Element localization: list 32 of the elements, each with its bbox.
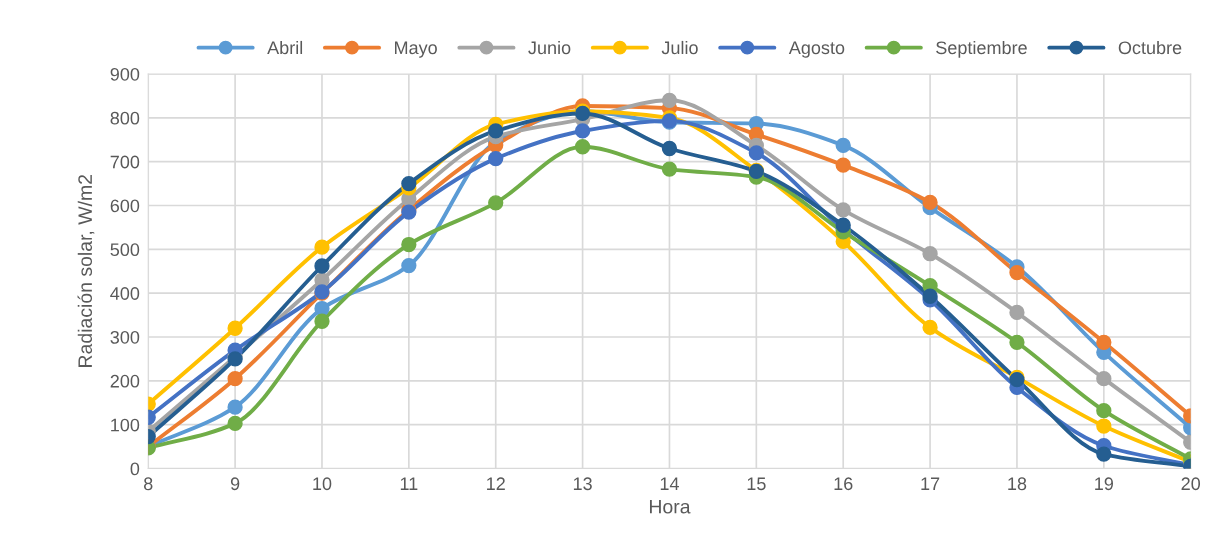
y-tick-label: 400: [110, 287, 140, 300]
legend-label: Junio: [528, 40, 571, 55]
x-tick-label: 14: [660, 477, 679, 490]
y-tick-label: 600: [110, 199, 140, 213]
y-axis-title: Radiación solar, W/m2: [77, 174, 95, 367]
x-tick-label: 13: [573, 477, 592, 491]
x-axis-title: Hora: [649, 499, 691, 514]
x-tick-label: 16: [834, 477, 853, 491]
x-tick-label: 10: [313, 477, 332, 491]
x-tick-label: 9: [230, 477, 240, 491]
y-tick-label: 200: [110, 374, 140, 388]
x-tick-label: 12: [487, 477, 505, 490]
x-tick-label: 20: [1181, 477, 1201, 491]
x-tick-label: 18: [1008, 477, 1027, 491]
legend-label: Abril: [267, 40, 303, 55]
y-tick-label: 300: [110, 330, 140, 344]
x-tick-label: 8: [143, 477, 153, 491]
y-tick-label: 500: [110, 243, 140, 257]
x-tick-label: 15: [747, 477, 766, 491]
y-tick-label: 800: [110, 111, 140, 125]
legend-label: Mayo: [395, 41, 437, 58]
x-tick-label: 11: [400, 477, 418, 490]
legend-label: Septiembre: [936, 40, 1027, 58]
legend-label: Julio: [661, 40, 698, 55]
x-tick-label: 17: [921, 477, 940, 490]
y-tick-label: 100: [111, 418, 140, 432]
legend-label: Octubre: [1118, 40, 1182, 55]
y-tick-label: 0: [130, 462, 140, 476]
legend-label: Agosto: [788, 41, 845, 58]
y-tick-label: 700: [110, 155, 140, 169]
y-tick-label: 900: [110, 67, 140, 81]
x-tick-label: 19: [1095, 477, 1114, 491]
